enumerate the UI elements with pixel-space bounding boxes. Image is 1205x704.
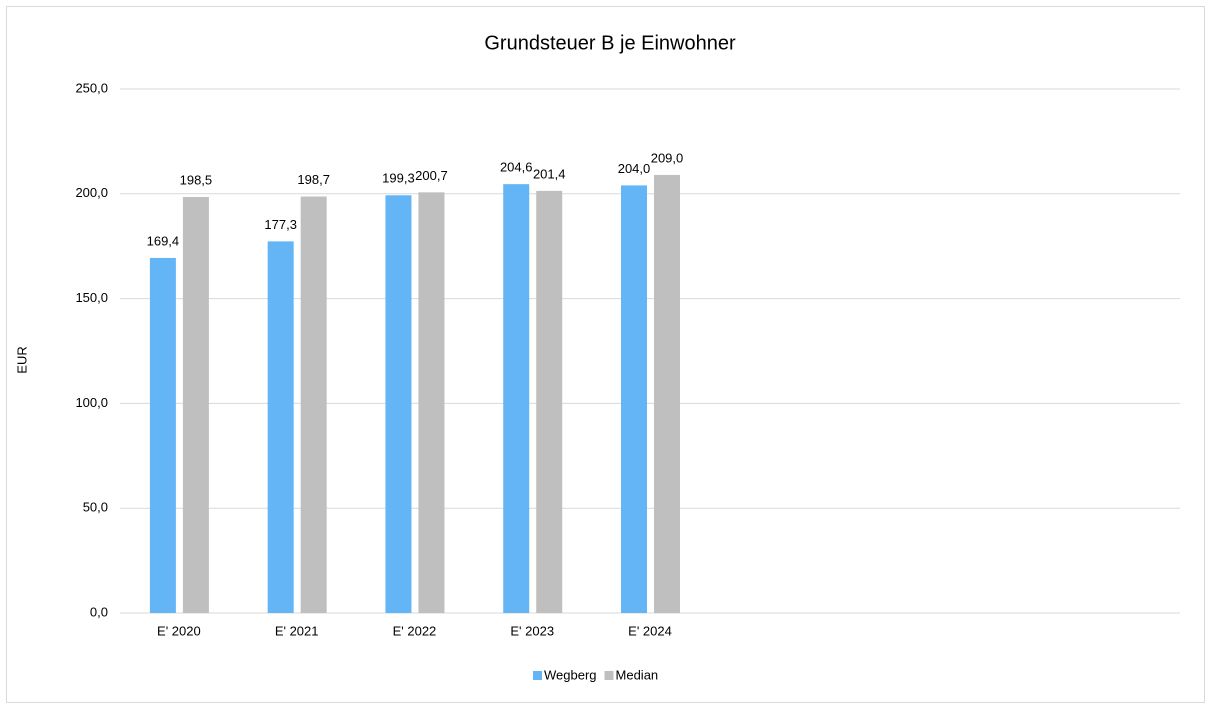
data-label: 198,7 [297, 172, 330, 187]
bar [267, 241, 294, 613]
data-label: 200,7 [415, 168, 448, 183]
x-tick-label: E' 2020 [157, 623, 201, 638]
y-axis-label: EUR [14, 346, 29, 373]
y-tick-label: 150,0 [75, 290, 108, 305]
bar [182, 196, 209, 613]
data-label: 199,3 [382, 171, 415, 186]
data-label: 204,0 [618, 161, 651, 176]
bar [503, 184, 530, 614]
y-tick-label: 50,0 [83, 500, 108, 515]
data-label: 209,0 [651, 150, 684, 165]
x-tick-label: E' 2021 [275, 623, 319, 638]
x-tick-label: E' 2024 [628, 623, 672, 638]
data-label: 198,5 [180, 172, 213, 187]
y-tick-label: 250,0 [75, 80, 108, 95]
bar [536, 190, 563, 613]
y-tick-label: 200,0 [75, 185, 108, 200]
bar [418, 192, 445, 613]
legend-label: Median [616, 667, 659, 682]
bar [621, 185, 647, 613]
x-tick-label: E' 2022 [393, 623, 437, 638]
data-label: 177,3 [264, 217, 297, 232]
data-label: 204,6 [500, 160, 533, 175]
y-tick-label: 0,0 [90, 604, 108, 619]
legend-swatch [533, 671, 542, 680]
data-label: 201,4 [533, 166, 566, 181]
y-tick-label: 100,0 [75, 395, 108, 410]
bar [149, 257, 176, 613]
bar [385, 195, 412, 613]
bar [300, 196, 327, 614]
legend-label: Wegberg [544, 667, 597, 682]
bar [654, 174, 680, 613]
chart-title: Grundsteuer B je Einwohner [484, 32, 736, 54]
x-tick-label: E' 2023 [510, 623, 554, 638]
data-label: 169,4 [147, 233, 180, 248]
legend-swatch [604, 671, 614, 680]
